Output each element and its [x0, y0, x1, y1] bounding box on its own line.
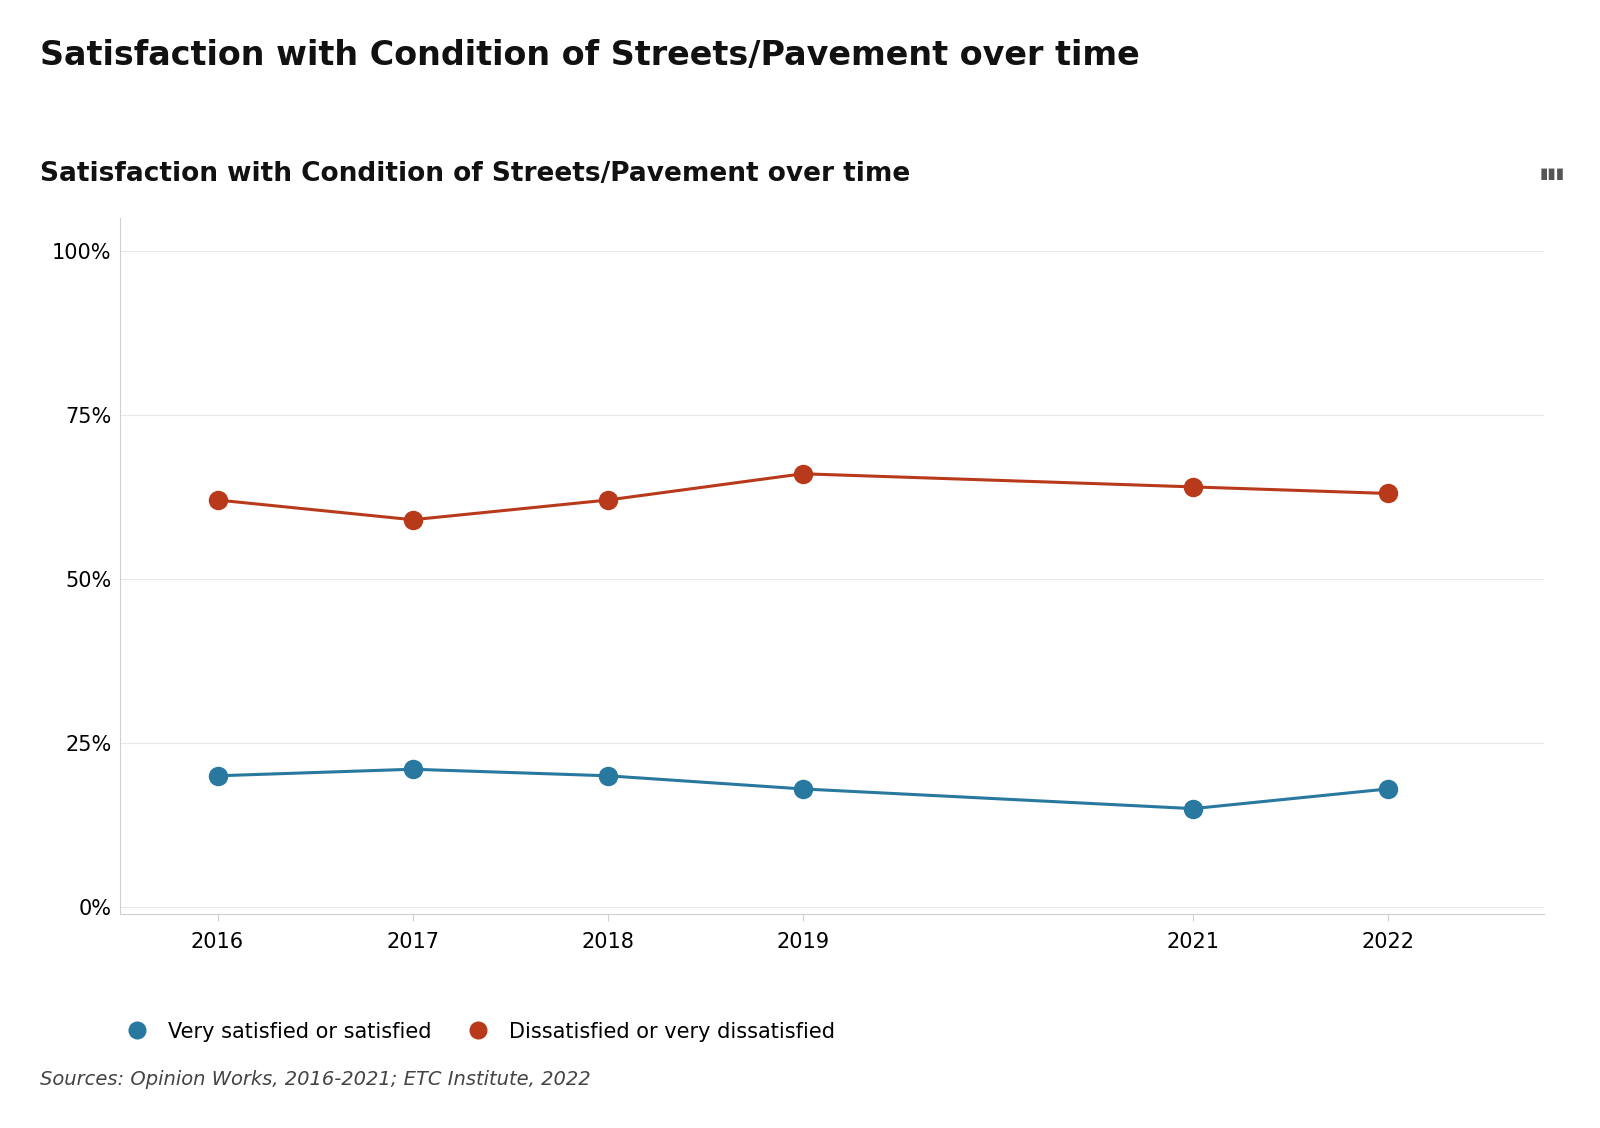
Text: ▮▮▮: ▮▮▮ [1539, 167, 1565, 182]
Legend: Very satisfied or satisfied, Dissatisfied or very dissatisfied: Very satisfied or satisfied, Dissatisfie… [117, 1022, 835, 1041]
Text: Satisfaction with Condition of Streets/Pavement over time: Satisfaction with Condition of Streets/P… [40, 39, 1139, 72]
Text: Sources: Opinion Works, 2016-2021; ETC Institute, 2022: Sources: Opinion Works, 2016-2021; ETC I… [40, 1069, 590, 1089]
Text: Satisfaction with Condition of Streets/Pavement over time: Satisfaction with Condition of Streets/P… [40, 161, 910, 187]
